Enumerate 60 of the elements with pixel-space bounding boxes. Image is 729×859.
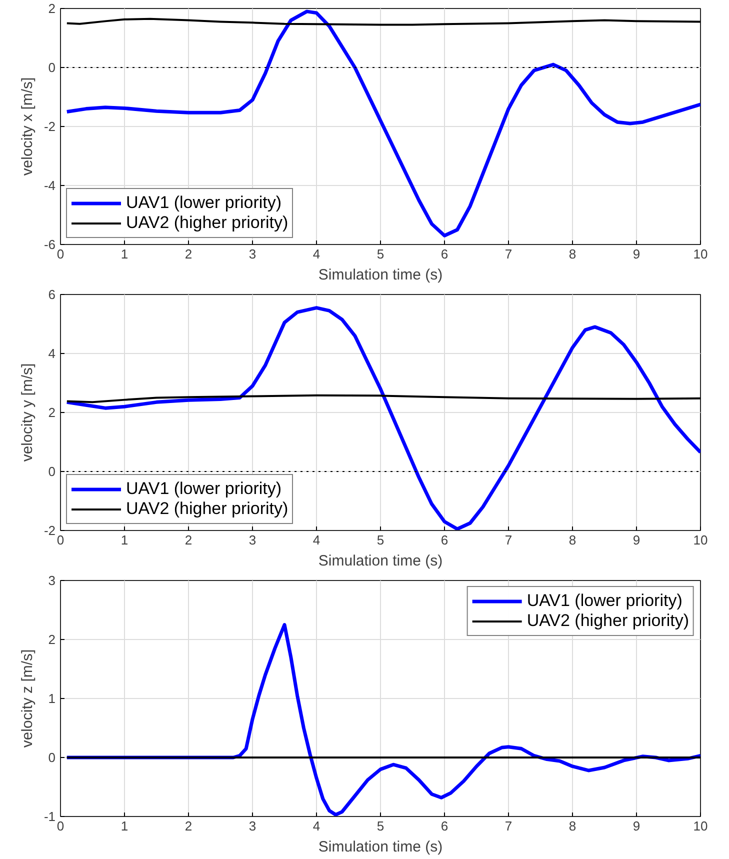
line-series [65,306,700,530]
x-tick-label: 3 [248,246,256,262]
y-tick-label: -2 [44,523,56,538]
line-series [65,10,700,238]
y-tick-label: 2 [48,405,56,420]
legend-label: UAV1 (lower priority) [126,479,282,499]
x-tick-label: 7 [504,532,512,548]
y-tick-label: 1 [48,691,56,706]
legend-label: UAV1 (lower priority) [126,193,282,213]
legend-label: UAV2 (higher priority) [126,213,288,233]
x-tick-label: 6 [440,246,448,262]
x-tick-label: 2 [184,532,192,548]
x-tick-label: 5 [376,246,384,262]
x-tick-label: 7 [504,246,512,262]
x-tick-label: 5 [376,818,384,834]
x-tick-label: 7 [504,818,512,834]
y-tick-label: 6 [48,287,56,302]
y-axis-title: velocity z [m/s] [18,649,36,748]
x-tick-label: 3 [248,818,256,834]
y-tick-label: 2 [48,632,56,647]
y-tick-label: -2 [44,119,56,134]
x-tick-label: 8 [568,532,576,548]
legend-label: UAV2 (higher priority) [526,611,689,631]
x-tick-label: 8 [568,818,576,834]
x-tick-label: 1 [120,532,128,548]
x-axis-title: Simulation time (s) [318,266,443,284]
x-axis-title: Simulation time (s) [318,552,443,570]
x-tick-label: 4 [312,532,320,548]
x-tick-label: 2 [184,246,192,262]
x-tick-label: 1 [120,818,128,834]
y-tick-label: 0 [48,60,56,75]
y-axis-title: velocity y [m/s] [18,363,36,462]
y-tick-label: -6 [44,237,56,252]
legend-label: UAV2 (higher priority) [126,499,288,519]
y-tick-label: -4 [44,178,56,193]
x-tick-label: 4 [312,246,320,262]
y-tick-label: 4 [48,346,56,361]
x-tick-label: 10 [693,532,708,548]
x-tick-label: 9 [632,818,640,834]
x-tick-label: 9 [632,532,640,548]
y-tick-label: -1 [44,809,56,824]
x-tick-label: 10 [693,818,708,834]
x-tick-label: 6 [440,532,448,548]
x-tick-label: 4 [312,818,320,834]
x-tick-label: 5 [376,532,384,548]
x-tick-label: 10 [693,246,708,262]
y-tick-label: 0 [48,750,56,765]
x-tick-label: 8 [568,246,576,262]
x-tick-label: 9 [632,246,640,262]
y-axis-title: velocity x [m/s] [18,77,36,176]
legend-label: UAV1 (lower priority) [526,591,682,611]
x-tick-label: 2 [184,818,192,834]
y-tick-label: 2 [48,1,56,16]
x-tick-label: 6 [440,818,448,834]
line-series [66,394,700,404]
x-tick-label: 1 [120,246,128,262]
x-axis-title: Simulation time (s) [318,838,443,856]
x-tick-label: 3 [248,532,256,548]
y-tick-label: 0 [48,464,56,479]
y-tick-label: 3 [48,573,56,588]
